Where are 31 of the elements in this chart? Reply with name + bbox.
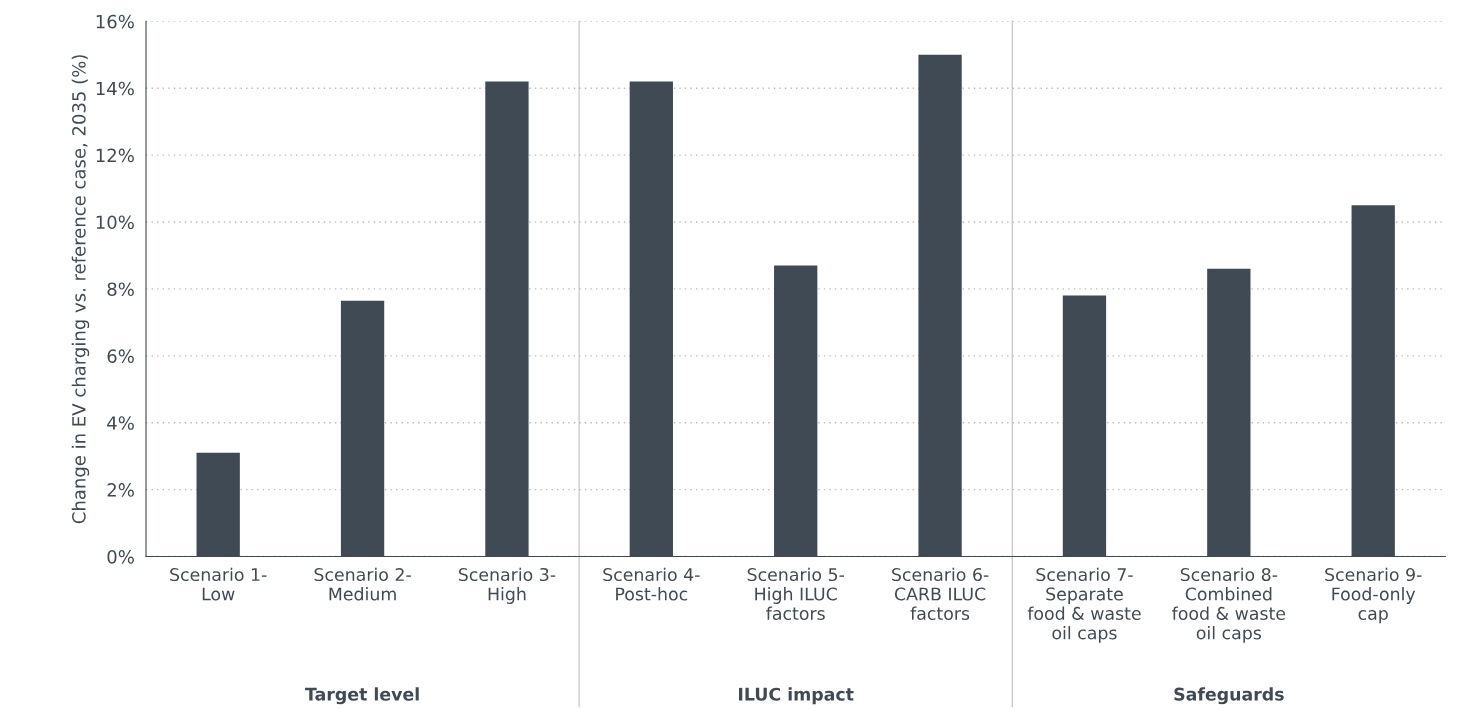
text: Safeguards xyxy=(1174,687,1284,705)
x-tick-label: Scenario 4- Post-hoc xyxy=(603,567,700,601)
y-axis-title: Change in EV charging vs. reference case, 2035 (%) xyxy=(71,55,90,524)
bar xyxy=(485,81,529,557)
x-tick-label: Scenario 3- High xyxy=(458,567,556,604)
bar xyxy=(340,300,385,557)
y-tick-label: 12% xyxy=(96,148,134,163)
y-tick-label: 16% xyxy=(96,14,134,29)
x-tick-label: Scenario 9- Food-only cap xyxy=(1325,567,1422,624)
bar xyxy=(918,54,962,557)
x-tick-label: Scenario 1- Low xyxy=(170,567,267,601)
text: ILUC impact xyxy=(739,687,854,705)
y-tick-label: 10% xyxy=(96,215,134,230)
bar xyxy=(1207,268,1251,557)
y-tick-label: 6% xyxy=(107,349,134,363)
bar xyxy=(774,265,818,557)
y-tick-label: 8% xyxy=(107,282,134,297)
x-tick-label: Scenario 6- CARB ILUC factors xyxy=(892,567,989,620)
y-tick-label: 14% xyxy=(96,81,134,96)
y-tick-label: 4% xyxy=(107,416,134,430)
bar xyxy=(1351,205,1395,557)
y-tick-label: 2% xyxy=(107,483,134,497)
bar xyxy=(629,81,673,557)
x-tick-label: Scenario 8- Combined food & waste oil caps xyxy=(1172,567,1286,643)
bar xyxy=(1062,295,1107,557)
x-tick-label: Scenario 7- Separate food & waste oil caps xyxy=(1027,567,1141,643)
text: Target level xyxy=(305,687,419,705)
x-tick-label: Scenario 5- High ILUC factors xyxy=(747,567,844,620)
bar xyxy=(196,452,240,557)
x-tick-label: Scenario 2- Medium xyxy=(314,567,411,601)
y-tick-label: 0% xyxy=(107,550,134,564)
